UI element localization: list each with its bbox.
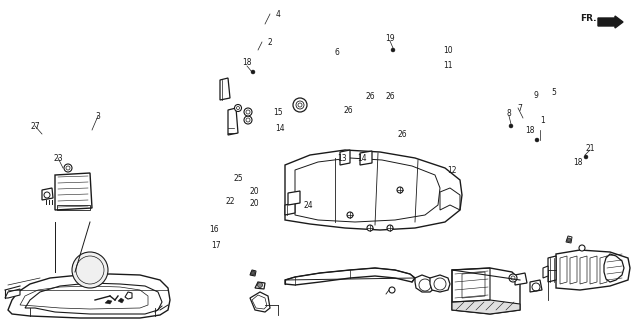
Circle shape: [367, 225, 373, 231]
Text: 6: 6: [334, 47, 339, 57]
FancyArrow shape: [598, 16, 623, 28]
Circle shape: [397, 187, 403, 193]
Polygon shape: [515, 273, 527, 285]
Polygon shape: [228, 108, 238, 135]
Text: 11: 11: [443, 60, 453, 69]
Text: 21: 21: [585, 143, 595, 153]
Circle shape: [389, 287, 395, 293]
Text: 23: 23: [53, 154, 63, 163]
Text: 27: 27: [30, 122, 40, 131]
Circle shape: [579, 245, 585, 251]
Polygon shape: [530, 280, 542, 292]
Text: 18: 18: [573, 157, 583, 166]
Circle shape: [72, 252, 108, 288]
Text: 25: 25: [233, 173, 243, 182]
Circle shape: [293, 98, 307, 112]
Text: 4: 4: [276, 10, 281, 19]
Text: 19: 19: [385, 34, 395, 43]
Polygon shape: [285, 268, 415, 285]
Circle shape: [509, 274, 517, 282]
Text: 26: 26: [365, 92, 375, 100]
Text: 9: 9: [533, 91, 538, 100]
Polygon shape: [250, 292, 270, 312]
Polygon shape: [452, 268, 520, 314]
Text: 22: 22: [225, 197, 234, 206]
Circle shape: [535, 138, 539, 142]
Text: 8: 8: [507, 108, 511, 117]
Circle shape: [64, 164, 72, 172]
Text: 2: 2: [267, 37, 272, 46]
Circle shape: [584, 155, 588, 159]
Circle shape: [251, 271, 255, 275]
Text: 10: 10: [443, 45, 453, 54]
Polygon shape: [220, 78, 230, 100]
Polygon shape: [42, 188, 53, 200]
Circle shape: [244, 116, 252, 124]
Circle shape: [387, 225, 393, 231]
Circle shape: [509, 124, 513, 128]
Polygon shape: [548, 256, 556, 282]
Text: 18: 18: [525, 125, 535, 134]
Circle shape: [44, 192, 50, 198]
Circle shape: [234, 105, 241, 111]
Polygon shape: [452, 300, 520, 314]
Polygon shape: [125, 292, 132, 299]
Polygon shape: [8, 274, 170, 318]
Text: 26: 26: [385, 92, 395, 100]
Polygon shape: [285, 150, 462, 230]
Text: 5: 5: [552, 87, 556, 97]
Polygon shape: [255, 282, 265, 289]
Polygon shape: [430, 275, 450, 292]
Polygon shape: [604, 254, 624, 282]
Polygon shape: [55, 173, 92, 210]
Text: 24: 24: [303, 202, 313, 211]
Polygon shape: [285, 203, 295, 215]
Polygon shape: [360, 151, 372, 165]
Text: 14: 14: [357, 154, 367, 163]
Polygon shape: [340, 150, 350, 165]
Text: 26: 26: [343, 106, 353, 115]
Circle shape: [567, 238, 571, 242]
Text: 15: 15: [273, 108, 283, 116]
Circle shape: [391, 48, 395, 52]
Polygon shape: [288, 191, 300, 205]
Circle shape: [257, 283, 262, 287]
Text: 17: 17: [211, 242, 221, 251]
Text: 3: 3: [95, 111, 100, 121]
Text: 12: 12: [447, 165, 457, 174]
Polygon shape: [556, 250, 630, 290]
Text: 20: 20: [249, 188, 259, 196]
Circle shape: [347, 212, 353, 218]
Text: 14: 14: [275, 124, 285, 132]
Polygon shape: [5, 289, 20, 298]
Text: 7: 7: [518, 103, 523, 113]
Polygon shape: [543, 266, 548, 278]
Polygon shape: [566, 236, 572, 243]
Circle shape: [251, 70, 255, 74]
Text: FR.: FR.: [580, 13, 596, 22]
Polygon shape: [105, 300, 112, 304]
Text: 13: 13: [337, 154, 347, 163]
Text: 1: 1: [540, 116, 545, 124]
Text: 20: 20: [249, 199, 259, 209]
Text: 18: 18: [242, 58, 252, 67]
Polygon shape: [118, 298, 124, 303]
Polygon shape: [415, 275, 435, 292]
Text: 26: 26: [397, 130, 407, 139]
Polygon shape: [250, 270, 256, 276]
Circle shape: [244, 108, 252, 116]
Text: 16: 16: [209, 226, 219, 235]
